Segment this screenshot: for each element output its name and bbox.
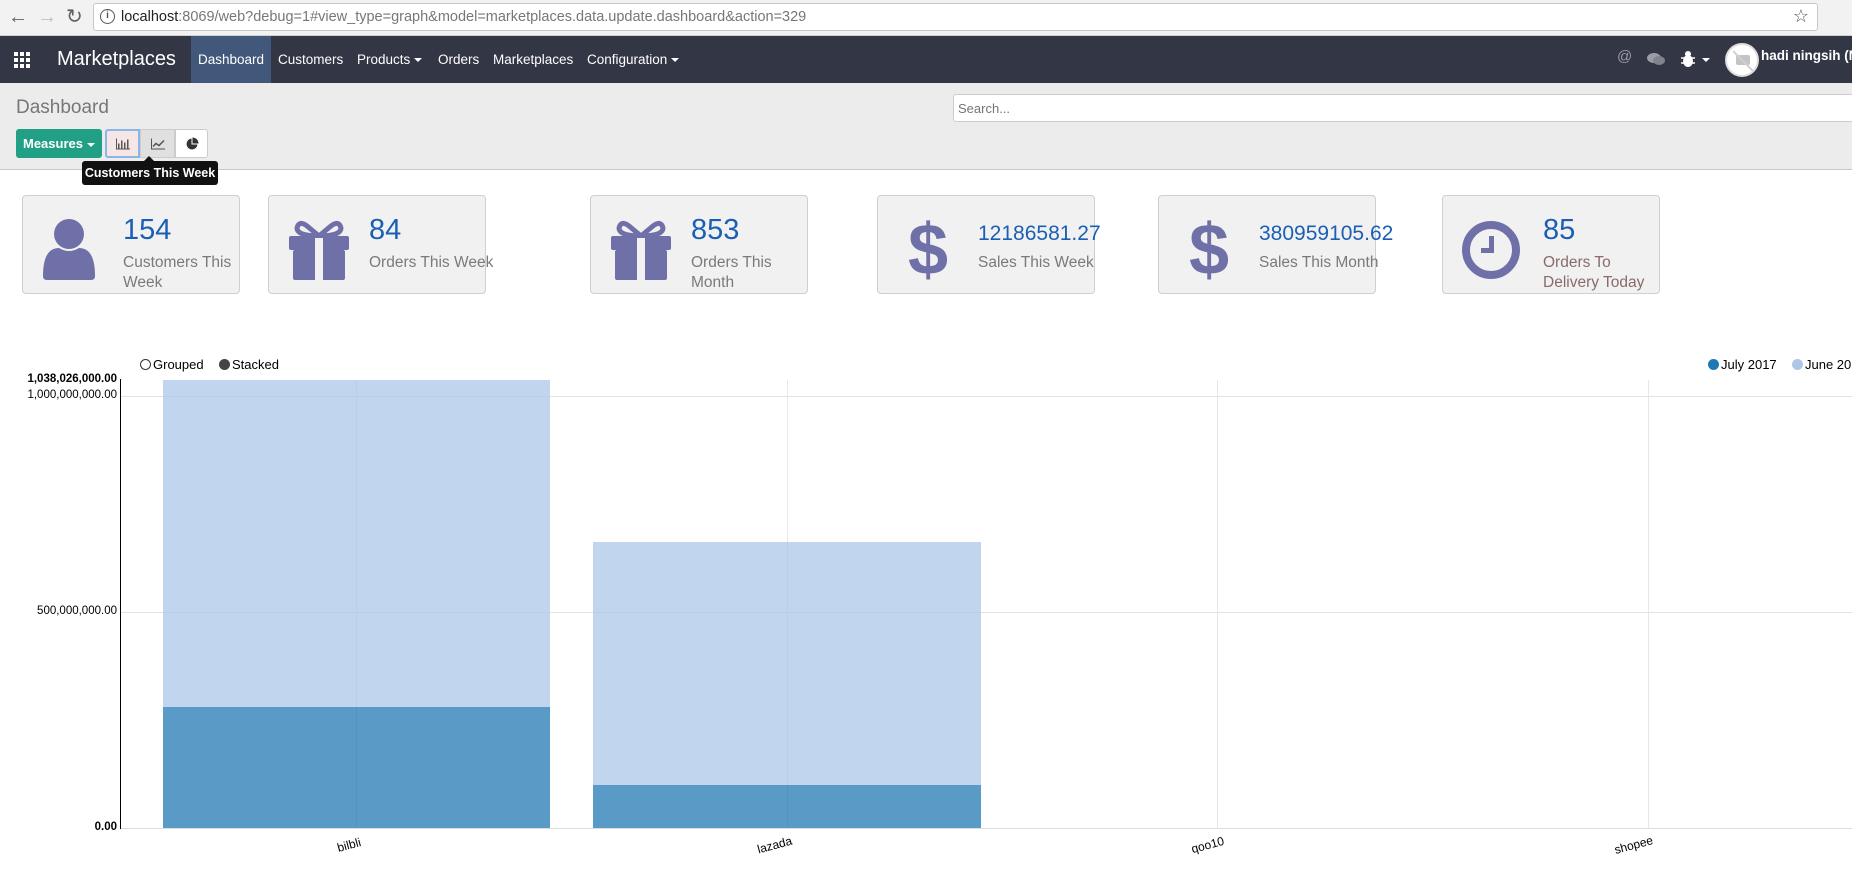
- stacked-toggle[interactable]: Stacked: [219, 357, 279, 372]
- control-panel: Dashboard Measures: [0, 83, 1852, 170]
- menu-configuration[interactable]: Configuration: [580, 36, 686, 83]
- bar-bilbli-july[interactable]: [163, 707, 550, 828]
- kpi-value: 84: [369, 214, 402, 246]
- caret-down-icon: [414, 58, 423, 63]
- y-tick-zero: 0.00: [94, 821, 117, 833]
- y-tick-max: 1,038,026,000.00: [27, 373, 117, 385]
- page-title: Dashboard: [16, 97, 109, 118]
- kpi-card-orders-delivery[interactable]: 85 Orders To Delivery Today: [1442, 195, 1660, 294]
- address-bar[interactable]: i localhost:8069/web?debug=1#view_type=g…: [93, 3, 1818, 31]
- menu-products[interactable]: Products: [350, 36, 429, 83]
- x-axis: [121, 828, 1852, 829]
- browser-toolbar: ← → ↻ i localhost:8069/web?debug=1#view_…: [0, 0, 1852, 36]
- kpi-value: 85: [1543, 214, 1576, 246]
- gift-icon: [611, 220, 671, 280]
- bar-chart-icon: [115, 138, 130, 149]
- kpi-card-orders-week[interactable]: 84 Orders This Week: [268, 195, 493, 294]
- user-icon: [43, 219, 95, 280]
- measures-button[interactable]: Measures: [16, 129, 102, 158]
- line-chart-icon: [150, 138, 165, 149]
- kpi-label: Orders To Delivery Today: [1543, 254, 1645, 291]
- kpi-label: Orders This Week: [369, 254, 494, 271]
- kpi-label: Customers This Week: [123, 254, 232, 291]
- apps-grid-icon[interactable]: [14, 52, 30, 68]
- top-navbar: Marketplaces Dashboard Customers Product…: [0, 36, 1852, 83]
- legend-dot-icon: [1708, 359, 1719, 370]
- dollar-icon: $: [1189, 218, 1229, 282]
- chat-icon[interactable]: [1647, 52, 1665, 66]
- svg-text:$: $: [1189, 218, 1229, 282]
- legend-june-2017[interactable]: June 201: [1792, 357, 1852, 372]
- user-avatar[interactable]: [1725, 43, 1759, 77]
- kpi-card-orders-month[interactable]: 853 Orders This Month: [590, 195, 808, 294]
- tooltip: Customers This Week: [82, 156, 218, 185]
- mention-icon[interactable]: @: [1617, 48, 1633, 65]
- radio-checked-icon: [219, 359, 230, 370]
- kpi-card-sales-month[interactable]: $ 380959105.62 Sales This Month: [1158, 195, 1393, 294]
- line-chart-button[interactable]: [140, 129, 175, 158]
- dollar-icon: $: [908, 218, 948, 282]
- menu-dashboard[interactable]: Dashboard: [191, 36, 272, 83]
- y-tick: 1,000,000,000.00: [27, 389, 117, 401]
- reload-icon[interactable]: ↻: [66, 6, 83, 28]
- menu-customers[interactable]: Customers: [278, 52, 344, 67]
- gridline: [121, 396, 1852, 397]
- svg-text:$: $: [908, 218, 948, 282]
- kpi-value: 154: [123, 214, 172, 246]
- y-axis: [120, 379, 121, 829]
- search-input[interactable]: [953, 94, 1852, 122]
- back-icon[interactable]: ←: [8, 6, 28, 28]
- bar-lazada-july[interactable]: [593, 785, 981, 828]
- clock-icon: [1462, 221, 1520, 279]
- radio-unchecked-icon: [140, 359, 151, 370]
- legend-dot-icon: [1792, 359, 1803, 370]
- kpi-value: 380959105.62: [1259, 222, 1394, 245]
- kpi-label: Sales This Week: [978, 254, 1094, 271]
- bar-bilbli-june[interactable]: [163, 380, 550, 707]
- x-label: lazada: [755, 833, 794, 857]
- kpi-label: Orders This Month: [691, 254, 772, 291]
- pie-chart-icon: [186, 137, 198, 149]
- pie-chart-button[interactable]: [175, 129, 208, 158]
- legend-july-2017[interactable]: July 2017: [1708, 357, 1777, 372]
- x-label: shopee: [1612, 833, 1655, 857]
- x-label: bilbli: [335, 835, 363, 855]
- grouped-toggle[interactable]: Grouped: [140, 357, 204, 372]
- y-tick: 500,000,000.00: [37, 605, 117, 617]
- user-name[interactable]: hadi ningsih (Ma: [1761, 48, 1852, 63]
- gift-icon: [289, 220, 349, 280]
- kpi-value: 853: [691, 214, 740, 246]
- kpi-label: Sales This Month: [1259, 254, 1379, 271]
- kpi-value: 12186581.27: [978, 222, 1101, 245]
- bookmark-star-icon[interactable]: ☆: [1792, 6, 1809, 26]
- kpi-card-customers-week[interactable]: 154 Customers This Week: [22, 195, 240, 294]
- caret-down-icon: [671, 58, 680, 63]
- gridline: [1217, 380, 1218, 828]
- menu-marketplaces[interactable]: Marketplaces: [493, 52, 574, 67]
- kpi-card-sales-week[interactable]: $ 12186581.27 Sales This Week: [877, 195, 1101, 294]
- app-brand: Marketplaces: [57, 48, 176, 70]
- forward-icon[interactable]: →: [37, 6, 57, 28]
- info-icon[interactable]: i: [100, 9, 115, 24]
- bar-lazada-june[interactable]: [593, 542, 981, 785]
- gridline: [1648, 380, 1649, 828]
- menu-orders[interactable]: Orders: [438, 52, 480, 67]
- url-text: localhost:8069/web?debug=1#view_type=gra…: [121, 9, 807, 25]
- gridline: [121, 612, 1852, 613]
- debug-caret-icon[interactable]: [1702, 58, 1710, 62]
- caret-down-icon: [86, 142, 95, 147]
- debug-bug-icon[interactable]: [1680, 50, 1696, 68]
- bar-chart-button[interactable]: [105, 129, 140, 158]
- x-label: qoo10: [1189, 833, 1226, 857]
